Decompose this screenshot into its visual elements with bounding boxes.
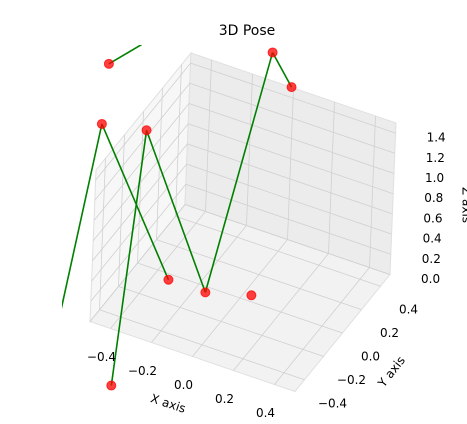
grid-line (137, 111, 144, 264)
grid-line (92, 143, 188, 262)
joint (195, 6, 204, 15)
grid-line (369, 115, 376, 268)
x-axis-label: X axis (149, 391, 188, 415)
joint (246, 290, 257, 301)
grid-line (99, 158, 106, 310)
z-tick-label: 0.4 (423, 232, 442, 246)
grid-line (89, 204, 186, 322)
joint (267, 47, 278, 58)
y-tick-label: 0.0 (361, 350, 380, 364)
grid-line (328, 101, 335, 254)
chart-title: 3D Pose (219, 23, 276, 39)
grid-line (99, 309, 305, 381)
z-tick-label: 1.0 (425, 171, 444, 185)
joint (200, 287, 211, 298)
grid-line (186, 163, 392, 235)
grid-line (205, 59, 212, 212)
grid-line (187, 143, 393, 215)
y-tick-label: 0.4 (399, 303, 418, 317)
x-tick-label: −0.2 (128, 364, 157, 378)
y-tick-label: −0.4 (318, 396, 347, 410)
grid-line (118, 134, 125, 287)
bone (101, 123, 170, 281)
z-tick-label: 0.0 (421, 272, 440, 286)
grid-line (185, 183, 391, 255)
bone (271, 52, 293, 88)
labels: −0.4−0.20.00.20.4−0.4−0.20.00.20.40.00.2… (87, 131, 446, 420)
x-tick-label: 0.0 (174, 378, 193, 392)
x-tick-label: −0.4 (87, 350, 116, 364)
y-tick-label: −0.2 (337, 373, 366, 387)
z-tick-label: 1.2 (426, 151, 445, 165)
y-tick-label: 0.2 (380, 326, 399, 340)
grid-line (92, 123, 189, 241)
grid-line (190, 62, 396, 134)
bone (110, 130, 148, 386)
joint (106, 380, 117, 391)
panes (89, 51, 397, 393)
grid-line (118, 286, 324, 357)
bone (145, 129, 207, 293)
z-tick-label: 1.4 (427, 131, 446, 145)
joint (34, 406, 43, 415)
grid-line (188, 103, 395, 174)
grid-line (184, 204, 391, 275)
grid-line (95, 62, 191, 181)
z-tick-label: 0.6 (423, 211, 442, 225)
grid-line (189, 82, 395, 154)
bone (204, 52, 274, 293)
z-axis-label: Z axis (460, 187, 467, 223)
joint (163, 274, 174, 285)
joint (141, 125, 152, 136)
grid-line (246, 73, 253, 226)
x-tick-label: 0.4 (256, 406, 275, 420)
joint (103, 58, 114, 69)
joint (96, 118, 107, 129)
grid-line (175, 215, 381, 287)
joint (286, 82, 297, 93)
grid-line (90, 184, 187, 302)
bone (108, 45, 143, 65)
x-tick-label: 0.2 (215, 392, 234, 406)
grid-line (137, 262, 343, 334)
bone (62, 123, 103, 310)
grid-line (287, 87, 294, 240)
grid-line (94, 83, 191, 201)
marks (34, 6, 297, 415)
z-tick-label: 0.2 (422, 252, 441, 266)
grid-line (175, 64, 182, 217)
z-tick-label: 0.8 (424, 191, 443, 205)
grid-line (188, 123, 394, 195)
grid-line (91, 163, 187, 282)
